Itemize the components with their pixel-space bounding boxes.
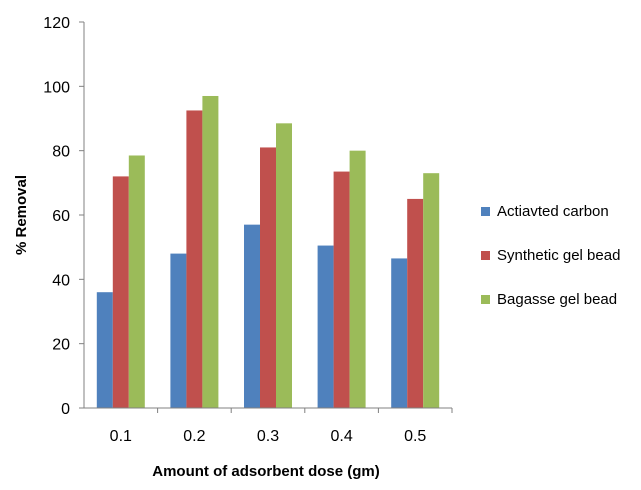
bar: [391, 258, 408, 408]
y-tick-label: 80: [52, 144, 70, 161]
bar: [202, 95, 219, 408]
x-tick-label: 0.1: [110, 428, 132, 445]
legend-swatch: [481, 251, 490, 260]
bar: [96, 292, 113, 408]
bar: [407, 198, 424, 408]
y-tick-label: 20: [52, 337, 70, 354]
y-tick-label: 0: [61, 401, 70, 418]
bar: [260, 147, 276, 408]
y-tick-label: 100: [43, 79, 70, 96]
x-tick-label: 0.4: [330, 428, 352, 445]
bar: [317, 245, 334, 408]
legend: Actiavted carbon Synthetic gel bead Bagass…: [481, 203, 620, 308]
legend-label: Actiavted carbon: [497, 203, 609, 220]
y-tick-label: 120: [43, 15, 70, 32]
y-tick-label: 40: [52, 272, 70, 289]
x-ticks-group: 0.1 0.2 0.3 0.4 0.5: [110, 408, 453, 445]
x-axis-title: Amount of adsorbent dose (gm): [152, 463, 380, 480]
x-tick-label: 0.5: [404, 428, 426, 445]
legend-label: Synthetic gel bead: [497, 247, 620, 264]
bar: [349, 150, 366, 408]
bar: [128, 155, 145, 408]
y-axis-title: % Removal: [13, 175, 30, 255]
bar: [276, 123, 292, 408]
legend-swatch: [481, 207, 490, 216]
bar: [333, 171, 350, 408]
x-tick-label: 0.3: [257, 428, 279, 445]
x-tick-label: 0.2: [183, 428, 205, 445]
bars-group: [96, 95, 440, 408]
legend-swatch: [481, 295, 490, 304]
y-ticks-group: 0 20 40 60 80 100 120: [43, 15, 84, 418]
bar: [170, 253, 187, 408]
bar: [112, 176, 129, 408]
bar: [244, 224, 260, 408]
bar: [423, 173, 440, 408]
legend-label: Bagasse gel bead: [497, 291, 617, 308]
bar: [186, 110, 203, 408]
y-tick-label: 60: [52, 208, 70, 225]
